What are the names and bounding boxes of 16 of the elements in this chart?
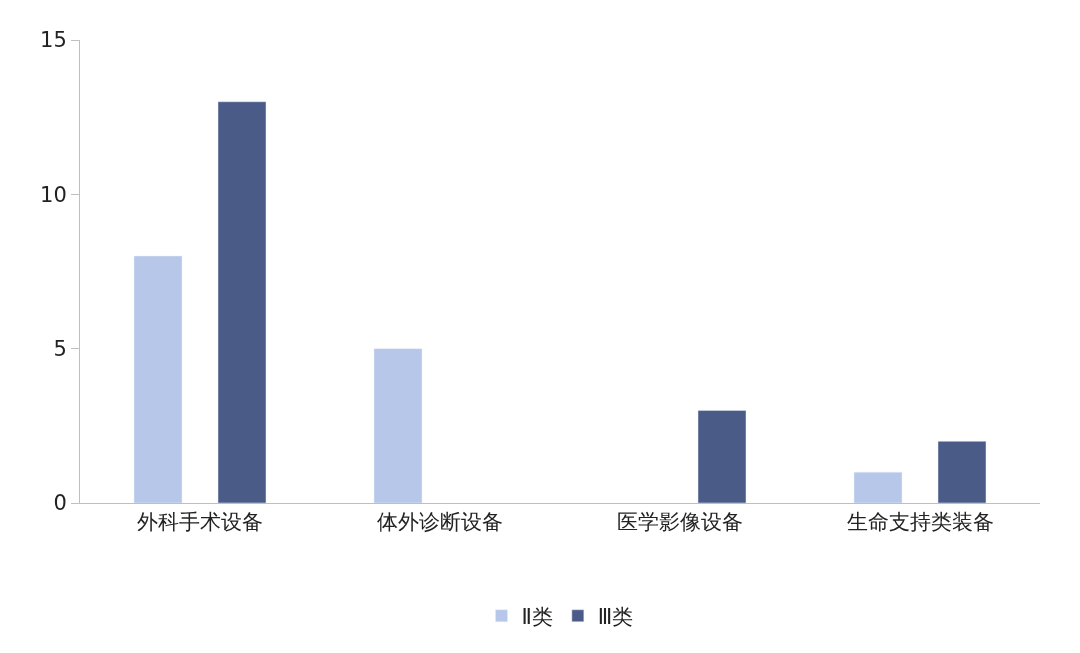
- x-tick-label: 生命支持类装备: [846, 510, 994, 535]
- x-tick-label: 医学影像设备: [617, 510, 743, 535]
- y-tick-label: 15: [40, 28, 67, 53]
- y-tick-label: 10: [40, 182, 67, 207]
- y-tick-label: 5: [53, 337, 67, 362]
- bar: [937, 441, 987, 503]
- x-tick-label: 体外诊断设备: [377, 510, 503, 535]
- legend-label: Ⅱ类: [521, 604, 553, 629]
- bar: [373, 348, 423, 503]
- y-tick-label: 0: [53, 491, 67, 516]
- bar: [133, 255, 183, 503]
- bar: [853, 471, 903, 503]
- x-tick-label: 外科手术设备: [137, 510, 263, 535]
- legend-label: Ⅲ类: [597, 604, 634, 629]
- bar: [217, 101, 267, 503]
- bar: [697, 410, 747, 503]
